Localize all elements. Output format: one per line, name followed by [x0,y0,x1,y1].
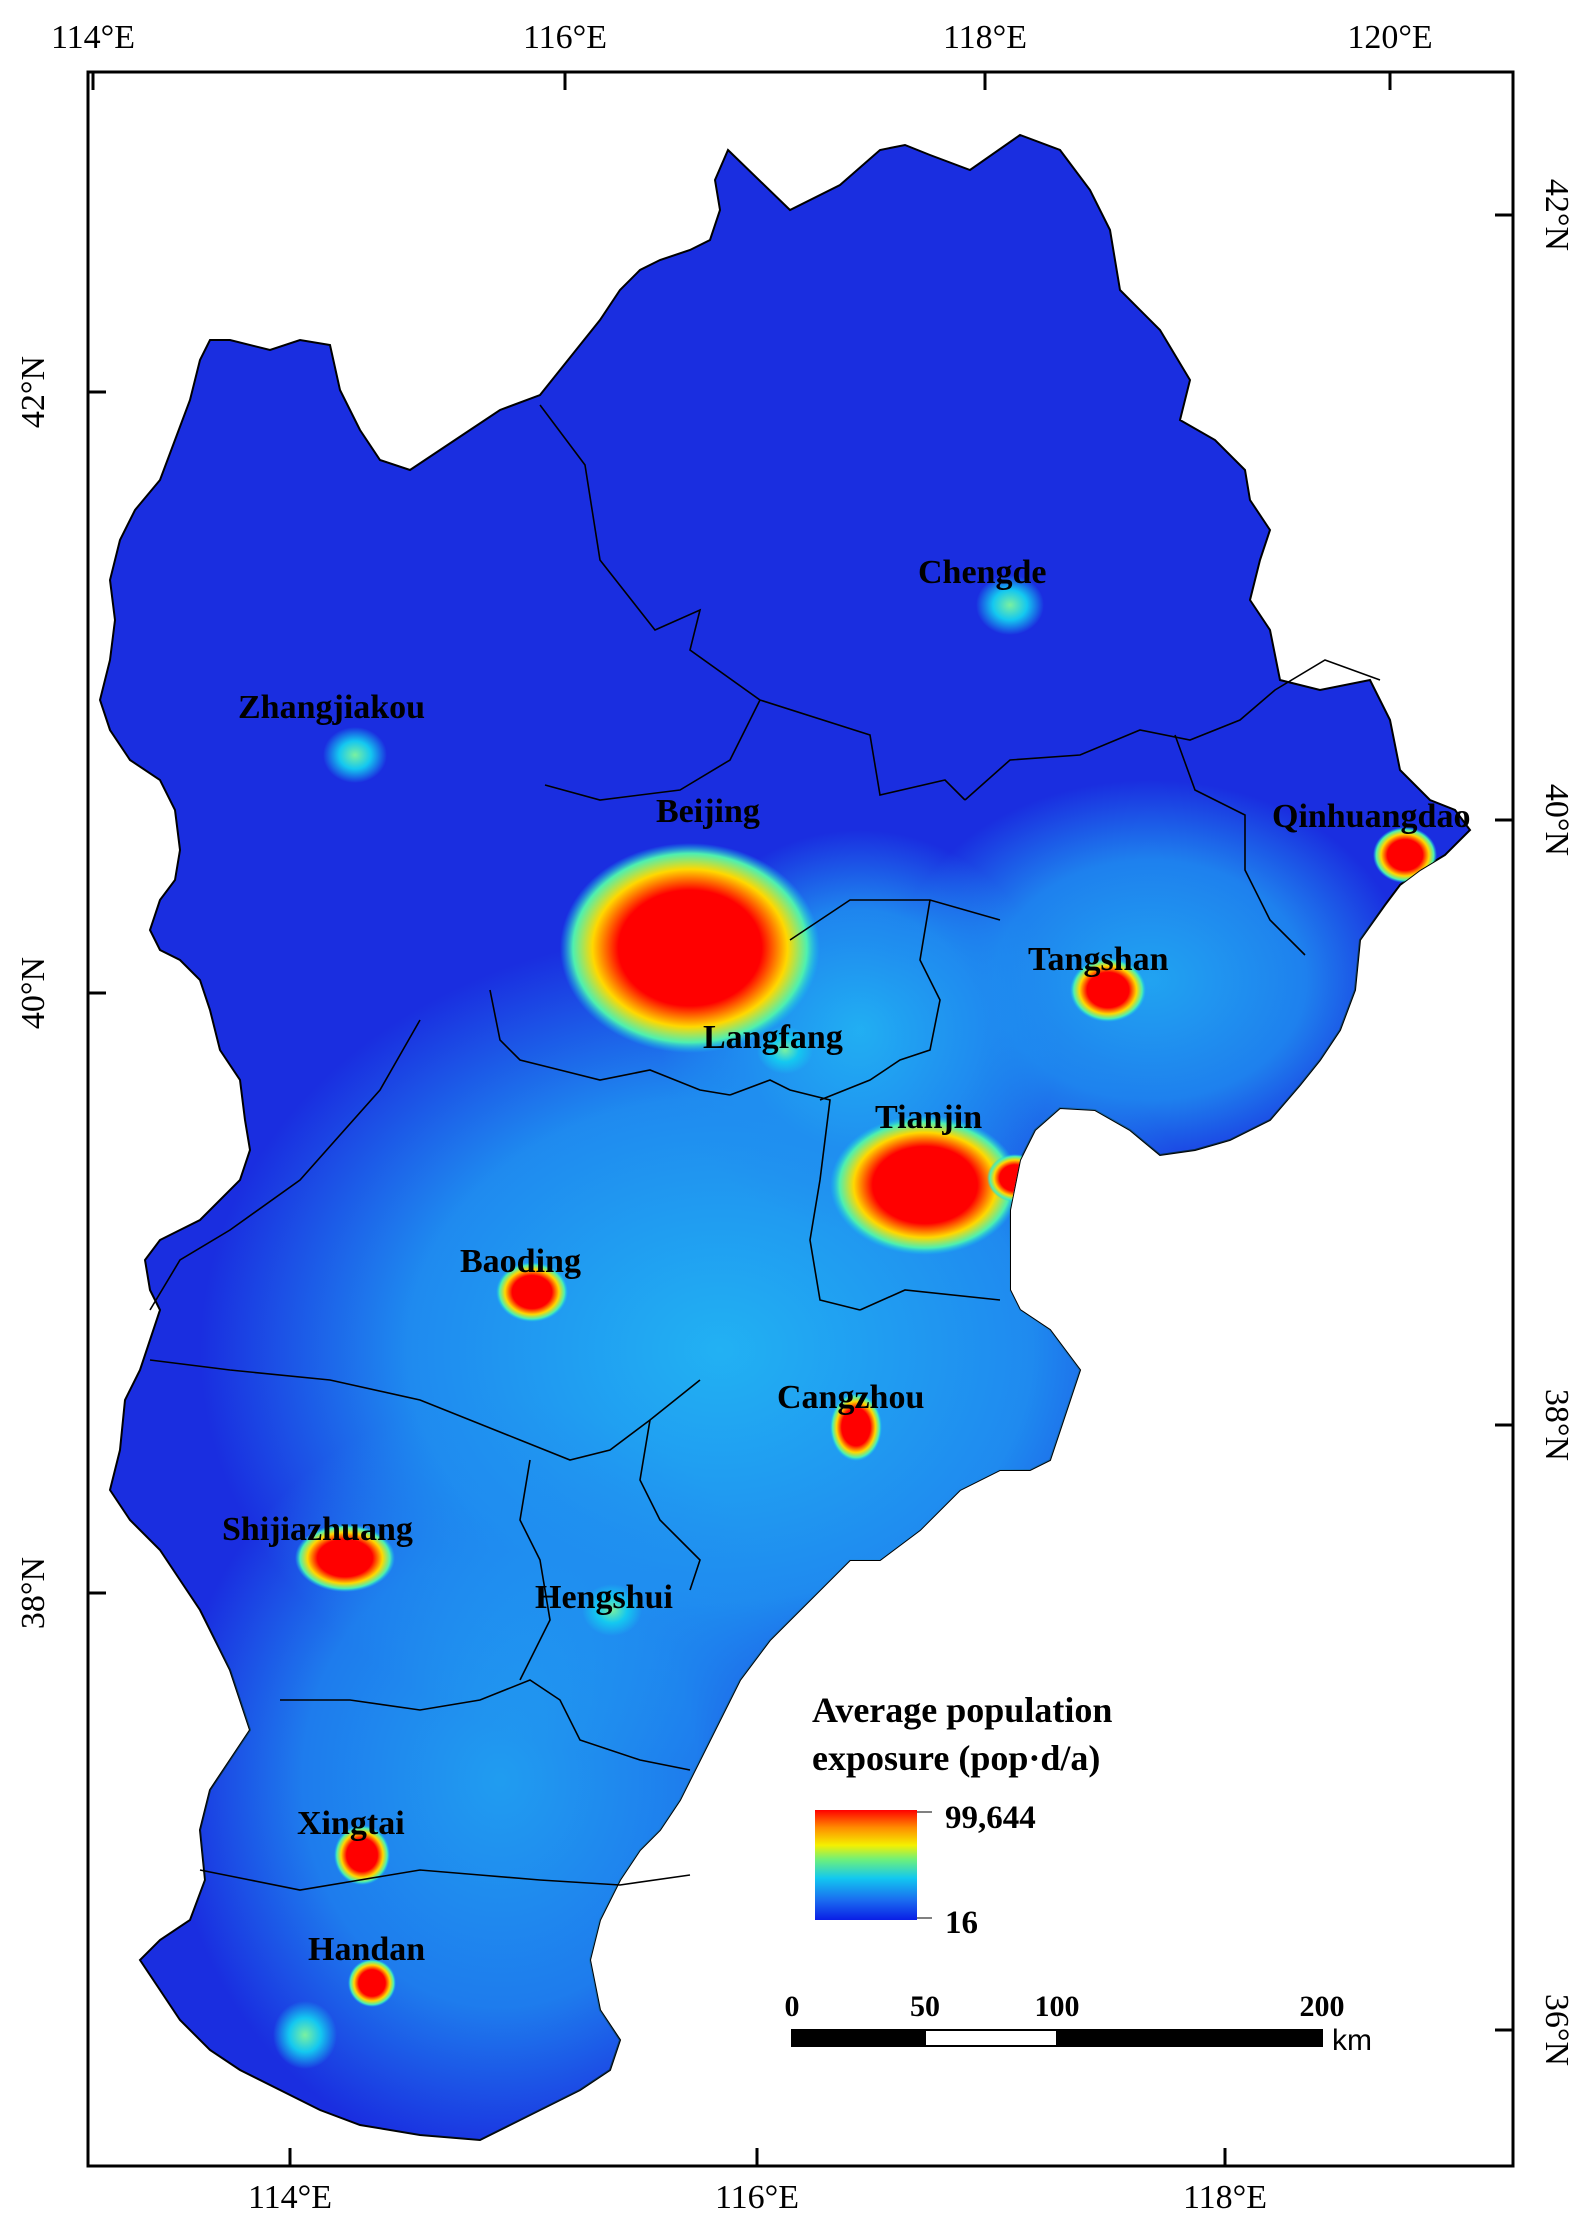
hotspot-qinhuangdao [1373,827,1437,883]
city-label-hengshui: Hengshui [535,1579,673,1616]
graticule-labels-right: 42°N 40°N 38°N 36°N [1538,179,1575,2066]
scale-label-100: 100 [1035,1990,1080,2023]
scale-segment-1 [791,2029,926,2047]
lon-label-bottom: 116°E [715,2179,799,2216]
lon-label-top: 114°E [51,19,135,56]
legend-colorbar [815,1810,917,1920]
scale-label-200: 200 [1300,1990,1345,2023]
city-labels: Chengde Zhangjiakou Beijing Qinhuangdao … [222,554,1470,1968]
graticule-ticks [88,72,1513,2166]
city-label-xingtai: Xingtai [297,1805,405,1842]
lat-label-right: 40°N [1538,784,1575,856]
hotspot-langfang [757,1026,813,1074]
lat-label-left: 38°N [15,1557,52,1629]
lon-label-bottom: 118°E [1183,2179,1267,2216]
graticule-labels-top: 114°E 116°E 118°E 120°E [51,19,1433,56]
scale-segment-3 [1056,2029,1323,2047]
scale-bar: 0 50 100 200 km [785,1990,1373,2057]
hotspot-tangshan [1070,958,1146,1022]
city-label-cangzhou: Cangzhou [777,1379,924,1416]
hotspot-cangzhou [830,1393,882,1461]
legend-title-line1: Average population [812,1690,1112,1730]
hotspot-chengde [976,575,1044,635]
city-label-chengde: Chengde [918,554,1046,591]
hotspot-hengshui [582,1584,642,1636]
hotspot-beijing [560,843,820,1053]
scale-segment-2 [924,2029,1058,2047]
hotspot-tianjin [830,1115,1020,1255]
hotspot-baoding [496,1262,568,1322]
lat-label-right: 42°N [1538,179,1575,251]
hotspot-zhangjiakou [323,727,387,783]
scale-label-0: 0 [785,1990,800,2023]
city-label-langfang: Langfang [703,1019,843,1056]
legend-max-label: 99,644 [945,1800,1036,1836]
city-label-tianjin: Tianjin [875,1099,982,1136]
prefecture-boundaries [149,404,1381,1891]
city-label-shijiazhuang: Shijiazhuang [222,1511,413,1548]
scale-label-50: 50 [910,1990,940,2023]
scale-unit: km [1332,2024,1372,2057]
city-label-zhangjiakou: Zhangjiakou [238,689,425,726]
hotspot-handan-west [273,2001,337,2069]
lon-label-bottom: 114°E [248,2179,332,2216]
city-label-baoding: Baoding [460,1243,581,1280]
city-label-handan: Handan [308,1931,425,1968]
lon-label-top: 116°E [523,19,607,56]
lat-label-right: 36°N [1538,1994,1575,2066]
lon-label-top: 118°E [943,19,1027,56]
city-label-tangshan: Tangshan [1028,941,1169,978]
city-label-qinhuangdao: Qinhuangdao [1272,798,1470,835]
city-label-beijing: Beijing [656,793,760,830]
legend-title-line2: exposure (pop·d/a) [812,1738,1100,1778]
lon-label-top: 120°E [1347,19,1432,56]
legend-min-label: 16 [945,1905,978,1941]
lat-label-left: 40°N [15,957,52,1029]
legend: Average population exposure (pop·d/a) 99… [812,1690,1112,1941]
lat-label-left: 42°N [15,356,52,428]
hotspot-xingtai [334,1825,390,1885]
graticule-labels-left: 42°N 40°N 38°N [15,356,52,1629]
lat-label-right: 38°N [1538,1389,1575,1461]
hotspot-handan [348,1959,396,2007]
hotspot-shijiazhuang [295,1524,395,1592]
graticule-labels-bottom: 114°E 116°E 118°E [248,2179,1267,2216]
